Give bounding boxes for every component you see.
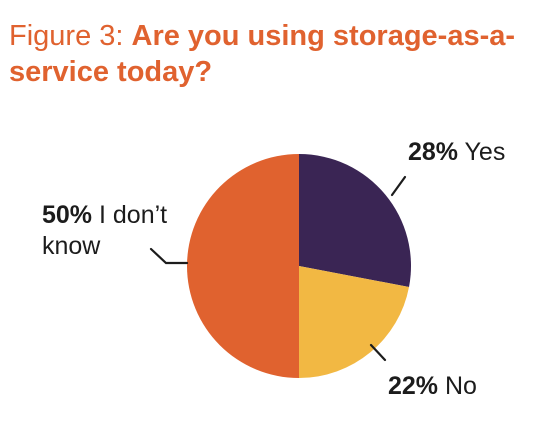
chart-question: Are you using storage-as-a-service today… — [9, 20, 516, 88]
slice-category-dont-know: I don’t know — [42, 201, 168, 260]
slice-category-yes: Yes — [464, 138, 506, 166]
figure-number: Figure 3: — [9, 20, 132, 52]
leader-line-no — [369, 343, 387, 362]
slice-percent-yes: 28% — [408, 138, 459, 166]
leader-line-yes — [390, 175, 407, 197]
leader-lines — [149, 175, 407, 362]
chart-title: Figure 3: Are you using storage-as-a-ser… — [9, 18, 529, 90]
slice-label-yes: 28% Yes — [408, 137, 505, 168]
pie-slice-no — [299, 266, 410, 378]
leader-line-dont-know — [149, 247, 189, 265]
pie-slice-yes — [299, 154, 412, 287]
slice-label-no: 22% No — [388, 371, 477, 402]
slice-category-no: No — [445, 372, 477, 400]
slice-percent-dont-know: 50% — [42, 201, 93, 229]
slice-percent-no: 22% — [388, 372, 439, 400]
pie-slices — [187, 154, 412, 378]
slice-label-dont-know: 50% I don’t know — [42, 200, 202, 262]
pie-slice-dont-know — [187, 154, 299, 378]
